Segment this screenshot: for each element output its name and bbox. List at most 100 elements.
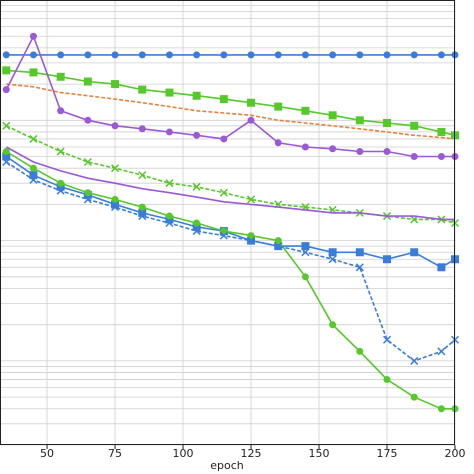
point: [57, 179, 65, 187]
x-tick-label: 50: [40, 447, 54, 460]
point: [165, 51, 173, 59]
point: [383, 376, 391, 384]
point: [2, 157, 11, 167]
point: [356, 347, 364, 355]
point: [328, 255, 337, 264]
point: [246, 195, 256, 204]
point: [165, 88, 174, 97]
point: [219, 95, 228, 104]
point: [165, 212, 173, 220]
point: [165, 128, 173, 136]
point: [56, 147, 65, 156]
point: [29, 164, 37, 172]
point: [246, 236, 256, 245]
point: [301, 51, 309, 59]
point: [355, 248, 364, 257]
point: [301, 143, 309, 151]
point: [301, 248, 310, 257]
point: [84, 51, 92, 59]
point: [138, 51, 146, 59]
x-tick-label: 150: [309, 447, 330, 460]
point: [192, 227, 201, 236]
point: [193, 51, 201, 59]
point: [301, 106, 310, 115]
point: [383, 51, 391, 59]
point: [355, 263, 364, 272]
point: [437, 127, 446, 136]
point: [274, 139, 282, 147]
point: [410, 153, 418, 161]
point: [83, 157, 92, 167]
point: [328, 111, 337, 120]
point: [328, 248, 337, 257]
point: [274, 237, 282, 245]
point: [29, 175, 38, 184]
point: [329, 145, 337, 153]
point: [2, 66, 11, 75]
point: [247, 116, 255, 124]
series-line: [6, 69, 456, 137]
series-line: [5, 155, 456, 269]
point: [111, 164, 120, 173]
point: [410, 356, 419, 365]
point: [220, 135, 228, 143]
point: [83, 195, 92, 204]
point: [29, 51, 37, 59]
series-line: [5, 150, 455, 410]
point: [138, 203, 146, 211]
series-line: [5, 146, 455, 221]
point: [356, 51, 364, 59]
point: [410, 393, 418, 401]
point: [111, 122, 119, 130]
series-line: [5, 161, 456, 362]
point: [192, 222, 201, 231]
point: [84, 189, 92, 197]
x-tick-label: 100: [173, 447, 194, 460]
x-tick-label: 75: [108, 447, 122, 460]
point: [437, 51, 445, 59]
point: [192, 91, 201, 100]
point: [329, 51, 337, 59]
point: [437, 153, 445, 161]
point: [383, 255, 392, 264]
point: [29, 32, 37, 40]
point: [192, 182, 201, 191]
point: [274, 102, 283, 111]
point: [301, 242, 310, 251]
point: [56, 72, 65, 81]
point: [29, 134, 38, 143]
point: [2, 152, 11, 161]
point: [356, 148, 364, 156]
point: [165, 179, 174, 188]
point: [57, 107, 65, 115]
point: [219, 188, 228, 197]
point: [410, 51, 418, 59]
point: [111, 51, 119, 59]
point: [56, 182, 65, 191]
point: [247, 98, 256, 107]
point: [2, 148, 10, 156]
point: [138, 85, 147, 94]
point: [2, 86, 10, 94]
point: [437, 347, 446, 356]
point: [410, 248, 419, 257]
point: [2, 121, 11, 130]
point: [57, 51, 65, 59]
point: [83, 77, 92, 86]
point: [247, 51, 255, 59]
x-axis-label: epoch: [210, 459, 244, 472]
point: [329, 321, 337, 329]
point: [437, 263, 446, 272]
point: [193, 219, 201, 227]
point: [111, 203, 120, 212]
plot-frame: [0, 0, 455, 445]
point: [193, 131, 201, 139]
point: [138, 212, 147, 221]
point: [165, 218, 174, 228]
series-line: [5, 34, 455, 158]
point: [84, 116, 92, 124]
x-tick-label: 200: [445, 447, 466, 460]
point: [29, 171, 38, 180]
point: [220, 51, 228, 59]
